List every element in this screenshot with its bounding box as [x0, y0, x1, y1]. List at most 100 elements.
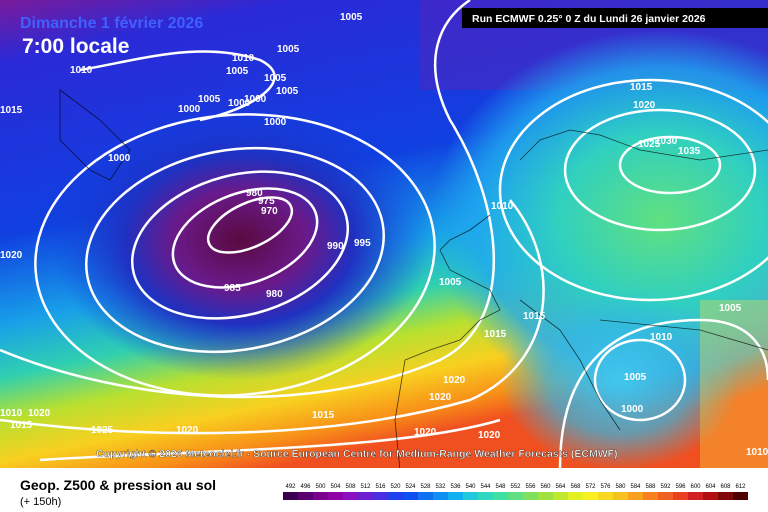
isobar-label: 1010: [650, 332, 673, 343]
footer: [0, 468, 768, 512]
field-se-warm: [700, 300, 768, 468]
isobar-label: 1020: [176, 425, 199, 436]
scale-swatch: [418, 492, 433, 500]
scale-swatch: [463, 492, 478, 500]
scale-label: 516: [375, 484, 386, 490]
isobar-label: 975: [258, 196, 275, 207]
scale-label: 592: [660, 484, 671, 490]
scale-swatch: [628, 492, 643, 500]
scale-swatch: [583, 492, 598, 500]
scale-swatch: [553, 492, 568, 500]
isobar-labels: 1005 1005 1010 1010 1005 1005 1005 1015 1005 1000…: [0, 12, 768, 458]
coastlines: [59, 89, 768, 471]
isobar-label: 1015: [0, 105, 23, 116]
scale-label: 528: [420, 484, 431, 490]
scale-swatch: [658, 492, 673, 500]
scale-label: 496: [300, 484, 311, 490]
scale-label: 600: [690, 484, 701, 490]
scale-swatch: [313, 492, 328, 500]
scale-swatch: [358, 492, 373, 500]
scale-label: 544: [480, 484, 491, 490]
isobar-label: 1005: [198, 94, 221, 105]
scale-label: 548: [495, 484, 506, 490]
isobar-label: 1005: [226, 66, 249, 77]
scale-label: 604: [705, 484, 716, 490]
isobar-label: 1005: [264, 73, 287, 84]
scale-label: 556: [525, 484, 536, 490]
isobar-label: 985: [224, 283, 241, 294]
scale-swatch: [403, 492, 418, 500]
isobar-label: 1020: [0, 250, 23, 261]
color-scale: 492 496 500 504 508 512 516 520 524 528 532 536 540 5…: [283, 484, 748, 500]
scale-swatch: [433, 492, 448, 500]
scale-label: 524: [405, 484, 416, 490]
isobar-label: 1025: [91, 425, 114, 436]
isobar-label: 1015: [10, 420, 33, 431]
scale-label: 552: [510, 484, 521, 490]
scale-label: 596: [675, 484, 686, 490]
scale-swatch: [508, 492, 523, 500]
isobar-label: 1010: [70, 65, 93, 76]
isobar-label: 1020: [429, 392, 452, 403]
scale-label: 532: [435, 484, 446, 490]
isobar-label: 1000: [264, 117, 287, 128]
isobar-label: 1010: [0, 408, 23, 419]
scale-swatch: [523, 492, 538, 500]
date: Dimanche 1 février 2026: [20, 15, 203, 32]
scale-label: 588: [645, 484, 656, 490]
isobar-label: 1005: [340, 12, 363, 23]
scale-label: 568: [570, 484, 581, 490]
isobar-label: 1020: [478, 430, 501, 441]
scale-swatch: [493, 492, 508, 500]
isobar-label: 1030: [655, 136, 678, 147]
scale-label: 572: [585, 484, 596, 490]
scale-swatch: [598, 492, 613, 500]
scale-swatch: [643, 492, 658, 500]
footer-lead: (+ 150h): [20, 496, 61, 508]
isobar-label: 1015: [312, 410, 335, 421]
isobar-label: 990: [327, 241, 344, 252]
isobar-label: 1010: [491, 201, 514, 212]
scale-label: 576: [600, 484, 611, 490]
isobar-label: 980: [266, 289, 283, 300]
isobar-label: 1005: [439, 277, 462, 288]
isobars: [0, 0, 768, 468]
isobar-label: 1000: [621, 404, 644, 415]
field-low: [50, 100, 430, 380]
scale-label: 504: [330, 484, 341, 490]
scale-swatch: [718, 492, 733, 500]
scale-label: 500: [315, 484, 326, 490]
field-se: [500, 290, 740, 470]
isobar-label: 1005: [276, 86, 299, 97]
isobar-label: 1020: [28, 408, 51, 419]
time: 7:00 locale: [22, 35, 129, 58]
isobar-label: 1010: [746, 447, 768, 458]
scale-swatch: [673, 492, 688, 500]
isobar-label: 1025: [638, 139, 661, 150]
scale-label: 512: [360, 484, 371, 490]
scale-swatch: [538, 492, 553, 500]
isobar-label: 1020: [414, 427, 437, 438]
isobar-label: 1035: [678, 146, 701, 157]
scale-swatch: [298, 492, 313, 500]
scale-swatch: [613, 492, 628, 500]
scale-label: 580: [615, 484, 626, 490]
scale-swatch: [448, 492, 463, 500]
scale-label: 540: [465, 484, 476, 490]
scale-swatch: [703, 492, 718, 500]
run-info: Run ECMWF 0.25° 0 Z du Lundi 26 janvier …: [472, 13, 706, 25]
isobar-label: 970: [261, 206, 278, 217]
scale-swatch: [688, 492, 703, 500]
scale-label: 612: [735, 484, 746, 490]
isobar-label: 1020: [633, 100, 656, 111]
isobar-label: 1005: [277, 44, 300, 55]
scale-label: 560: [540, 484, 551, 490]
scale-label: 492: [285, 484, 296, 490]
scale-label: 508: [345, 484, 356, 490]
scale-swatch: [478, 492, 493, 500]
scale-swatch: [328, 492, 343, 500]
scale-swatch: [568, 492, 583, 500]
scale-label: 584: [630, 484, 641, 490]
isobar-label: 1000: [244, 94, 267, 105]
